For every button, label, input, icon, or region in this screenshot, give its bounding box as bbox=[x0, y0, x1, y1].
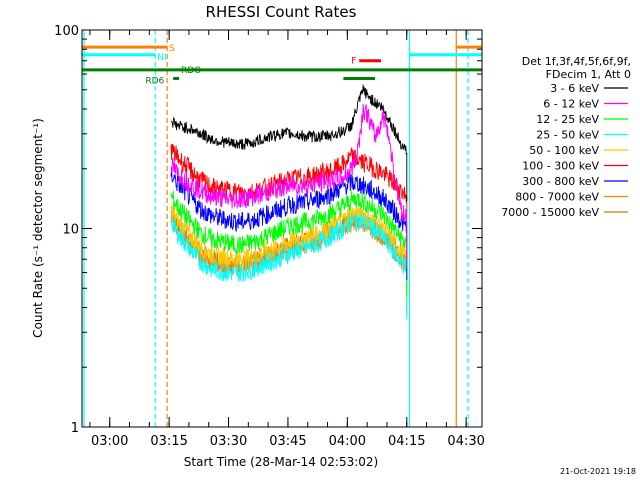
x-tick-label-1: 03:15 bbox=[150, 434, 187, 449]
x-tick-label-5: 04:15 bbox=[388, 434, 425, 449]
x-tick-label-0: 03:00 bbox=[91, 434, 128, 449]
series-line-2 bbox=[170, 190, 408, 297]
x-tick-label-2: 03:30 bbox=[210, 434, 247, 449]
legend-label-8: 7000 - 15000 keV bbox=[501, 206, 599, 219]
legend-label-4: 50 - 100 keV bbox=[529, 144, 599, 157]
flag-bars: SNI F RDO RD6 bbox=[82, 44, 482, 86]
flag-label-0: S bbox=[169, 44, 175, 54]
x-axis-label: Start Time (28-Mar-14 02:53:02) bbox=[184, 455, 378, 469]
legend-label-7: 800 - 7000 keV bbox=[515, 191, 599, 204]
y-tick-label-1: 10 bbox=[62, 223, 79, 238]
x-tick-label-3: 03:45 bbox=[269, 434, 306, 449]
flag-label-1: NI bbox=[157, 53, 166, 63]
y-axis-ticks: 1 10 100 bbox=[54, 24, 482, 436]
legend-header-1: FDecim 1, Att 0 bbox=[546, 68, 631, 81]
series-line-1 bbox=[170, 103, 408, 268]
footer-timestamp: 21-Oct-2021 19:18 bbox=[560, 467, 636, 476]
legend-label-1: 6 - 12 keV bbox=[543, 98, 599, 111]
y-tick-label-2: 100 bbox=[54, 24, 79, 39]
legend-label-5: 100 - 300 keV bbox=[522, 160, 599, 173]
flag-label-4: RD6 bbox=[145, 76, 164, 86]
x-tick-label-4: 04:00 bbox=[329, 434, 366, 449]
series-line-6 bbox=[170, 166, 408, 280]
chart-title: RHESSI Count Rates bbox=[206, 3, 357, 21]
legend-label-6: 300 - 800 keV bbox=[522, 175, 599, 188]
flag-label-3: RDO bbox=[181, 66, 201, 76]
legend: Det 1f,3f,4f,5f,6f,9f,FDecim 1, Att 03 -… bbox=[501, 55, 631, 219]
legend-header-0: Det 1f,3f,4f,5f,6f,9f, bbox=[522, 55, 631, 68]
y-axis-label: Count Rate (s⁻¹ detector segment⁻¹) bbox=[31, 118, 45, 338]
legend-label-0: 3 - 6 keV bbox=[550, 82, 599, 95]
series-line-3 bbox=[170, 210, 408, 320]
series-lines bbox=[170, 84, 408, 320]
legend-label-3: 25 - 50 keV bbox=[536, 129, 599, 142]
x-tick-label-6: 04:30 bbox=[447, 434, 484, 449]
series-line-4 bbox=[170, 203, 408, 310]
x-axis-ticks: 03:00 03:15 03:30 03:45 04:00 04:15 04:30 bbox=[89, 30, 485, 449]
legend-label-2: 12 - 25 keV bbox=[536, 113, 599, 126]
flag-label-2: F bbox=[351, 57, 356, 67]
series-line-5 bbox=[170, 143, 408, 248]
vertical-markers bbox=[83, 30, 469, 427]
y-tick-label-0: 1 bbox=[71, 421, 79, 436]
series-line-0 bbox=[170, 84, 408, 201]
